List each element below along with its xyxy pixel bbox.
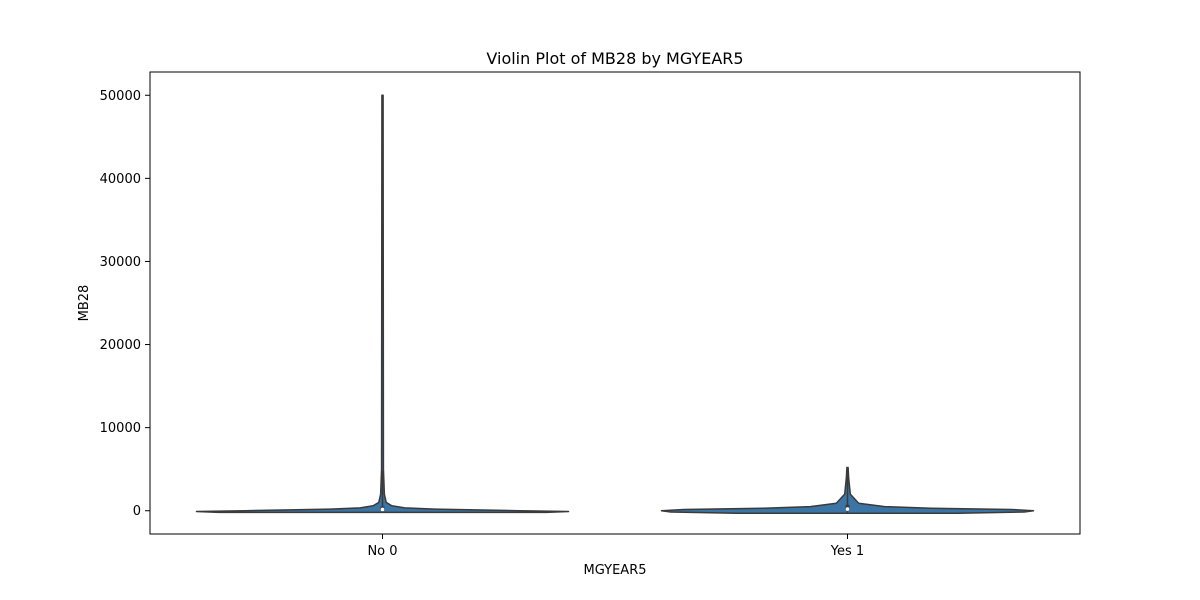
x-tick-label: No 0 xyxy=(367,544,397,559)
y-tick-label: 40000 xyxy=(100,172,141,187)
violins-layer xyxy=(195,94,1035,514)
violin-median xyxy=(380,507,385,512)
y-tick-label: 50000 xyxy=(100,89,141,104)
x-tick-label: Yes 1 xyxy=(830,544,864,559)
violin-body xyxy=(195,94,570,514)
y-tick-label: 0 xyxy=(133,504,141,519)
plot-frame xyxy=(149,71,1081,535)
chart-title: Violin Plot of MB28 by MGYEAR5 xyxy=(486,49,743,68)
violin-median xyxy=(845,507,850,511)
x-axis-label: MGYEAR5 xyxy=(584,563,647,578)
y-tick-label: 20000 xyxy=(100,338,141,353)
y-axis-label: MB28 xyxy=(77,285,92,322)
y-tick-label: 30000 xyxy=(100,255,141,270)
y-axis: 0 10000 20000 30000 40000 50000 xyxy=(100,89,150,519)
y-tick-label: 10000 xyxy=(100,421,141,436)
x-axis: No 0 Yes 1 xyxy=(367,534,864,559)
